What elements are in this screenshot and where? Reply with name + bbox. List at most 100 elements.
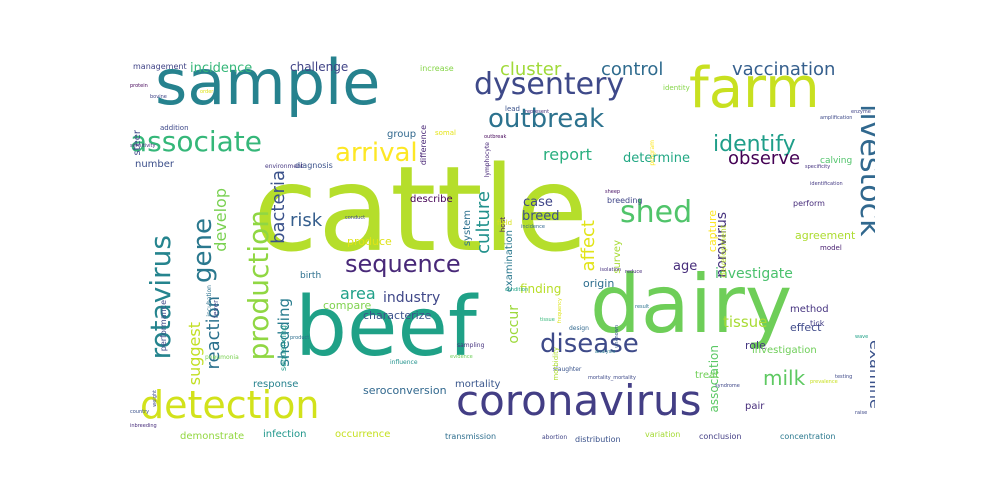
cloud-word: prevalence — [810, 379, 838, 385]
cloud-word: order — [200, 89, 214, 95]
cloud-word: observe — [728, 148, 801, 169]
cloud-word: treat — [695, 370, 720, 381]
cloud-word: program — [649, 140, 656, 166]
cloud-word: pneumonia — [205, 354, 239, 361]
cloud-word: reduce — [625, 269, 643, 275]
cloud-word: investigate — [715, 266, 793, 282]
cloud-word: mortality — [455, 379, 501, 390]
cloud-word: breeding — [607, 196, 643, 205]
cloud-word: perform — [793, 199, 825, 208]
cloud-word: produce — [347, 235, 392, 248]
cloud-word: lymphocyte — [484, 142, 491, 178]
cloud-word: birth — [300, 271, 322, 281]
cloud-word: associate — [130, 125, 263, 158]
cloud-word: conduct — [345, 215, 366, 221]
cloud-word: bacteria — [268, 170, 289, 244]
cloud-word: tick — [810, 319, 825, 328]
cloud-word: age — [673, 259, 698, 274]
word-cloud: cattle dairy beef sample farm coronavirus dete… — [125, 50, 875, 450]
cloud-word: coronavirus — [456, 376, 702, 425]
cloud-word: disease — [540, 329, 639, 359]
cloud-word: condition — [505, 287, 529, 293]
cloud-word: culture — [473, 191, 494, 254]
cloud-word: distribution — [575, 435, 621, 444]
cloud-word: area — [340, 284, 376, 303]
cloud-word: sequencing — [279, 325, 288, 371]
cloud-word: describe — [410, 194, 453, 205]
cloud-word: concentration — [780, 432, 836, 441]
cloud-word: raise — [855, 410, 868, 416]
cloud-word: shed — [620, 195, 693, 230]
cloud-word: specificity — [805, 164, 831, 170]
cloud-word: case — [523, 195, 553, 210]
cloud-word: weight — [152, 390, 158, 407]
cloud-word: pair — [745, 401, 765, 412]
cloud-word: development — [719, 225, 728, 278]
cloud-word: syndrome — [715, 383, 740, 389]
cloud-word: cattle — [253, 140, 589, 278]
cloud-word: milk — [763, 366, 806, 390]
cloud-word: evidence — [450, 354, 473, 360]
cloud-word: isolation — [600, 267, 622, 273]
cloud-word: transmission — [445, 432, 497, 441]
cloud-word: field — [497, 219, 513, 227]
cloud-word: detection — [140, 383, 320, 427]
cloud-word: cluster — [500, 59, 562, 80]
cloud-word: agreement — [795, 229, 856, 242]
cloud-word: diagnosis — [295, 161, 333, 170]
cloud-word: risk — [290, 210, 323, 231]
cloud-word: seroconversion — [363, 384, 447, 397]
cloud-word: outbreak — [488, 104, 605, 134]
cloud-word: affect — [578, 220, 599, 272]
cloud-word: increase — [420, 64, 454, 73]
cloud-word: outbreak — [484, 134, 507, 140]
cloud-word: determine — [623, 151, 690, 166]
cloud-word: investigation — [752, 345, 817, 356]
cloud-word: identity — [663, 84, 690, 92]
cloud-word: protein — [130, 83, 148, 89]
cloud-word: identify — [713, 132, 796, 157]
cloud-word: infection — [263, 429, 307, 440]
cloud-word: develop — [211, 188, 230, 252]
cloud-word: addition — [160, 124, 189, 132]
cloud-word: variation — [645, 430, 681, 439]
cloud-word: represent — [525, 109, 550, 115]
cloud-word: difference — [419, 125, 428, 166]
cloud-word: number — [135, 159, 175, 170]
cloud-word: frequency — [557, 298, 563, 324]
cloud-word: origin — [583, 277, 615, 290]
cloud-word: characterize — [363, 309, 432, 322]
cloud-word: lead — [505, 105, 520, 113]
cloud-word: tissue — [723, 313, 768, 331]
cloud-word: demonstrate — [180, 431, 245, 442]
cloud-word: system — [462, 210, 473, 247]
cloud-word: suggest — [185, 322, 204, 386]
cloud-word: industry — [383, 290, 441, 306]
cloud-word: sampling — [457, 342, 485, 349]
cloud-word: sheep — [605, 189, 621, 195]
cloud-word: examination — [504, 230, 515, 293]
cloud-word: effect — [790, 321, 822, 334]
cloud-word: vaccination — [732, 59, 836, 80]
cloud-word: finding — [520, 282, 562, 296]
cloud-word: product — [290, 335, 310, 341]
cloud-word: report — [543, 145, 592, 164]
cloud-word: incidence — [521, 224, 545, 230]
cloud-word: fever — [212, 300, 220, 319]
cloud-word: wave — [855, 334, 869, 340]
cloud-word: dysentery — [474, 67, 625, 102]
cloud-word: sensitivity — [130, 143, 156, 149]
cloud-word: incidence — [190, 61, 253, 76]
cloud-word: compare — [323, 299, 372, 312]
cloud-word: inbreeding — [130, 423, 157, 429]
cloud-word: arrival — [335, 138, 418, 168]
cloud-word: capture — [706, 210, 719, 253]
cloud-word: tissue — [540, 317, 555, 323]
cloud-word: group — [387, 129, 417, 140]
cloud-word: influence — [390, 359, 418, 366]
cloud-word: model — [820, 244, 842, 252]
cloud-word: response — [253, 379, 299, 390]
cloud-word: amplification — [820, 115, 853, 121]
cloud-word: slaughter — [553, 366, 582, 373]
cloud-word: mortality_mortality — [588, 375, 636, 381]
